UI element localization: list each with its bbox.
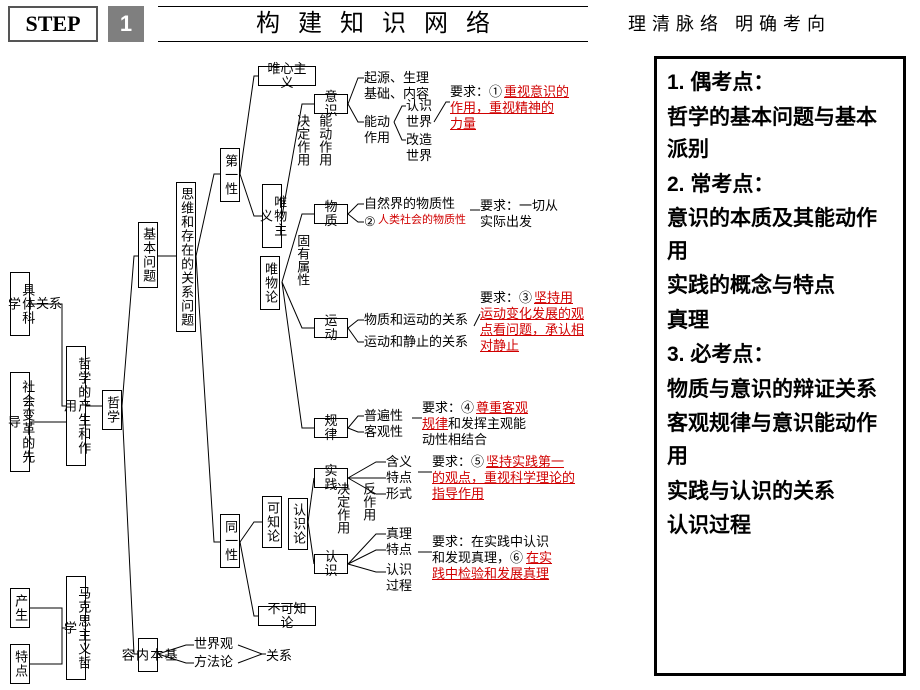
tree-label: 和发挥主观能 — [448, 416, 526, 432]
tree-label: 在实 — [526, 550, 552, 566]
sidebar-item: 实践的概念与特点 — [667, 270, 893, 303]
tree-label: 特点 — [386, 542, 412, 558]
tree-label: 反作用 — [360, 482, 376, 521]
sidebar-item: 真理 — [667, 305, 893, 338]
tree-node: 基本问题 — [138, 222, 158, 288]
sidebar-item: 物质与意识的辩证关系 — [667, 374, 893, 407]
tree-label: 规律 — [422, 416, 448, 432]
tree-label: 要求：⑤ — [432, 454, 484, 470]
tree-label: 客观性 — [364, 424, 403, 440]
tree-label: 要求：在实践中认识 — [432, 534, 549, 550]
tree-node: 社会变革的先导 — [10, 372, 30, 472]
tree-node: 运动 — [314, 318, 348, 338]
tree-label: 重视意识的 — [504, 84, 569, 100]
tree-label: 认识 世界 — [406, 98, 432, 131]
tree-label: 坚持实践第一 — [486, 454, 564, 470]
tree-node: 唯物论 — [260, 256, 280, 310]
tree-label: 尊重客观 — [476, 400, 528, 416]
tree-label: 世界观 — [194, 636, 233, 652]
tree-label: 认识 过程 — [386, 562, 412, 595]
tree-label: 真理 — [386, 526, 412, 542]
tree-node: 可知论 — [262, 496, 282, 548]
tree-label: 起源、生理 — [364, 70, 429, 86]
tree-label: 方法论 — [194, 654, 233, 670]
tree-label: 人类社会的物质性 — [378, 214, 466, 228]
tree-label: 指导作用 — [432, 486, 484, 502]
tree-label: 能动作用 — [316, 114, 332, 166]
tree-node: 基本内容 — [138, 638, 158, 672]
sidebar-item: 客观规律与意识能动作用 — [667, 408, 893, 473]
tree-label: 含义 — [386, 454, 412, 470]
page-subtitle: 理清脉络 明确考向 — [628, 6, 831, 42]
tree-node: 哲学 — [102, 390, 122, 430]
tree-label: 力量 — [450, 116, 476, 132]
tree-node: 认识 — [314, 554, 348, 574]
sidebar-item: 意识的本质及其能动作用 — [667, 203, 893, 268]
exam-points-sidebar: 1. 偶考点： 哲学的基本问题与基本派别 2. 常考点： 意识的本质及其能动作用… — [654, 56, 906, 676]
tree-node: 思维和存在的关系问题 — [176, 182, 196, 332]
tree-node: 哲学的产生和作用 — [66, 346, 86, 466]
tree-label: 动性相结合 — [422, 432, 487, 448]
tree-node: 特点 — [10, 644, 30, 684]
tree-label: 点看问题，承认相 — [480, 322, 584, 338]
sidebar-item: 2. 常考点： — [667, 169, 893, 202]
tree-label: 关系 — [36, 296, 62, 312]
knowledge-tree-diagram: 具体科学社会变革的先导产生特点哲学的产生和作用马克思主义哲学哲学基本问题基本内容… — [6, 56, 646, 684]
tree-node: 唯心主义 — [258, 66, 316, 86]
tree-node: 产生 — [10, 588, 30, 628]
sidebar-item: 哲学的基本问题与基本派别 — [667, 102, 893, 167]
page-title: 构建知识网络 — [158, 6, 588, 42]
tree-label: 践中检验和发展真理 — [432, 566, 549, 582]
tree-node: 同一性 — [220, 514, 240, 568]
tree-label: 普遍性 — [364, 408, 403, 424]
tree-node: 第一性 — [220, 148, 240, 202]
tree-label: 决定作用 — [294, 114, 310, 166]
tree-label: 特点 — [386, 470, 412, 486]
tree-label: 改造 世界 — [406, 132, 432, 165]
tree-label: 作用，重视精神的 — [450, 100, 554, 116]
tree-label: 对静止 — [480, 338, 519, 354]
tree-label: 形式 — [386, 486, 412, 502]
tree-label: 决定作用 — [334, 482, 350, 534]
tree-node: 马克思主义哲学 — [66, 576, 86, 680]
tree-node: 认识论 — [288, 498, 308, 550]
header: STEP 1 构建知识网络 理清脉络 明确考向 — [8, 6, 912, 42]
tree-label: 关系 — [266, 648, 292, 664]
tree-label: 运动和静止的关系 — [364, 334, 468, 350]
tree-label: 自然界的物质性 — [364, 196, 455, 212]
tree-label: 和发现真理，⑥ — [432, 550, 523, 566]
tree-node: 意识 — [314, 94, 348, 114]
step-label: STEP — [8, 6, 98, 42]
tree-label: 能动 作用 — [364, 114, 390, 147]
tree-node: 具体科学 — [10, 272, 30, 336]
sidebar-item: 认识过程 — [667, 510, 893, 543]
tree-label: 物质和运动的关系 — [364, 312, 468, 328]
sidebar-item: 1. 偶考点： — [667, 67, 893, 100]
tree-label: 要求：一切从 实际出发 — [480, 198, 558, 231]
tree-label: 要求：④ — [422, 400, 474, 416]
tree-node: 唯物主义 — [262, 184, 282, 248]
step-number: 1 — [108, 6, 144, 42]
tree-node: 物质 — [314, 204, 348, 224]
tree-node: 不可知论 — [258, 606, 316, 626]
tree-label: 坚持用 — [534, 290, 573, 306]
tree-label: ② — [364, 214, 376, 230]
tree-label: 固有属性 — [294, 234, 310, 286]
tree-label: 运动变化发展的观 — [480, 306, 584, 322]
tree-label: 的观点，重视科学理论的 — [432, 470, 575, 486]
tree-label: 要求：③ — [480, 290, 532, 306]
sidebar-item: 实践与认识的关系 — [667, 476, 893, 509]
sidebar-item: 3. 必考点： — [667, 339, 893, 372]
tree-node: 规律 — [314, 418, 348, 438]
tree-label: 要求：① — [450, 84, 502, 100]
